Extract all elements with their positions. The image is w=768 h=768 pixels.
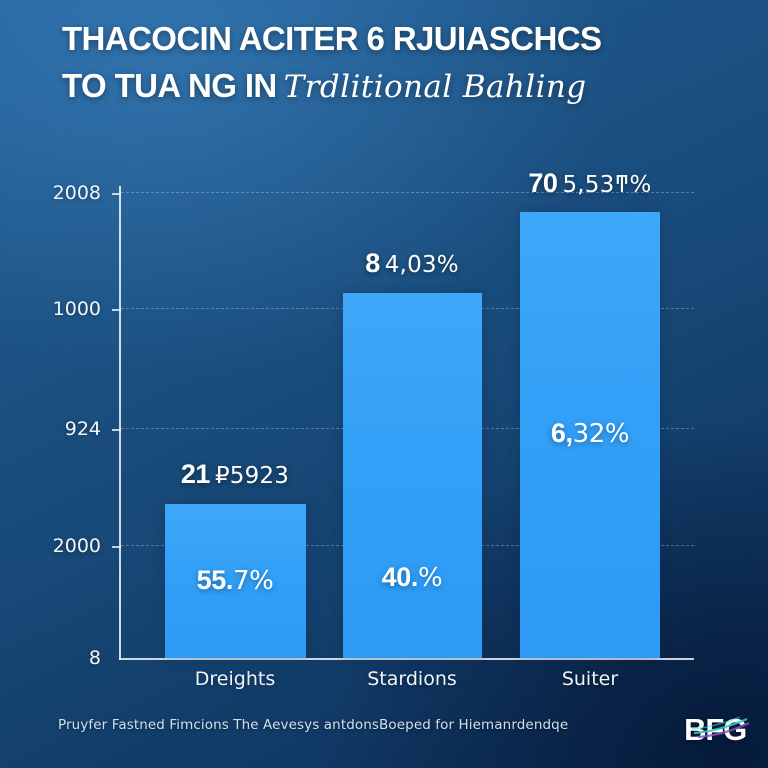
- bar-suiter-value-soft: 32%: [572, 419, 630, 449]
- bar-suiter-top-label-big: 70: [528, 168, 558, 198]
- title-line-1: THACOCIN ACITER 6 RJUIASCHCS: [62, 20, 602, 57]
- bar-stardions-value-label: 40.%: [382, 562, 443, 593]
- y-tick-mark-1: [112, 309, 121, 311]
- bar-suiter-value-big: 6,: [550, 418, 573, 448]
- title-line-2-script: Trdlitional Bahling: [283, 69, 587, 105]
- bar-stardions-value-soft: %: [418, 563, 443, 593]
- bar-stardions-top-label: 8 4,03%: [365, 248, 459, 279]
- y-tick-label-3: 2000: [52, 535, 101, 557]
- y-tick-mark-0: [112, 193, 121, 195]
- footer-note: Pruyfer Fastned Fimcions The Aevesys ant…: [58, 717, 569, 733]
- bar-dreights-value-label: 55.7%: [197, 565, 274, 596]
- chart-title: THACOCIN ACITER 6 RJUIASCHCS TO TUA NG I…: [62, 16, 722, 111]
- bar-stardions[interactable]: [343, 293, 482, 658]
- title-line-2: TO TUA NG IN Trdlitional Bahling: [62, 62, 722, 111]
- y-tick-label-0: 2008: [52, 182, 101, 204]
- x-tick-label-suiter: Suiter: [561, 668, 619, 690]
- bar-stardions-top-label-rest: 4,03%: [384, 252, 459, 278]
- x-axis-line: [119, 658, 694, 660]
- bar-dreights-value-big: 55.: [196, 565, 234, 595]
- bar-dreights[interactable]: [165, 504, 306, 658]
- bar-stardions-top-label-big: 8: [365, 248, 380, 278]
- brand-logo: BFG: [684, 710, 750, 750]
- x-tick-label-stardions: Stardions: [367, 668, 457, 690]
- bar-dreights-value-soft: 7%: [232, 566, 274, 596]
- bar-suiter-top-label: 70 5,53ͳ%: [528, 168, 651, 199]
- y-tick-label-2: 924: [64, 418, 101, 440]
- bar-stardions-value-big: 40.: [381, 562, 419, 592]
- bar-suiter-value-label: 6,32%: [550, 418, 630, 449]
- y-tick-mark-2: [112, 429, 121, 431]
- title-line-2-bold: TO TUA NG IN: [62, 67, 277, 104]
- swoosh-icon: [691, 716, 750, 739]
- bar-dreights-top-label: 21 ₽5923: [181, 459, 289, 490]
- plot-area: 2008 1000 924 2000 8 21 ₽5923 55.7% Dreig…: [53, 150, 694, 690]
- bar-dreights-top-label-rest: ₽5923: [214, 463, 290, 489]
- bar-suiter-top-label-rest: 5,53ͳ%: [562, 172, 652, 198]
- gridline-0: 2008: [53, 182, 694, 204]
- bar-suiter[interactable]: [520, 212, 660, 658]
- y-tick-label-1: 1000: [52, 298, 101, 320]
- y-axis-line: [119, 186, 121, 660]
- x-tick-label-dreights: Dreights: [194, 668, 276, 690]
- bar-dreights-top-label-big: 21: [180, 459, 211, 489]
- y-tick-label-4: 8: [88, 647, 101, 669]
- y-tick-mark-3: [112, 546, 121, 548]
